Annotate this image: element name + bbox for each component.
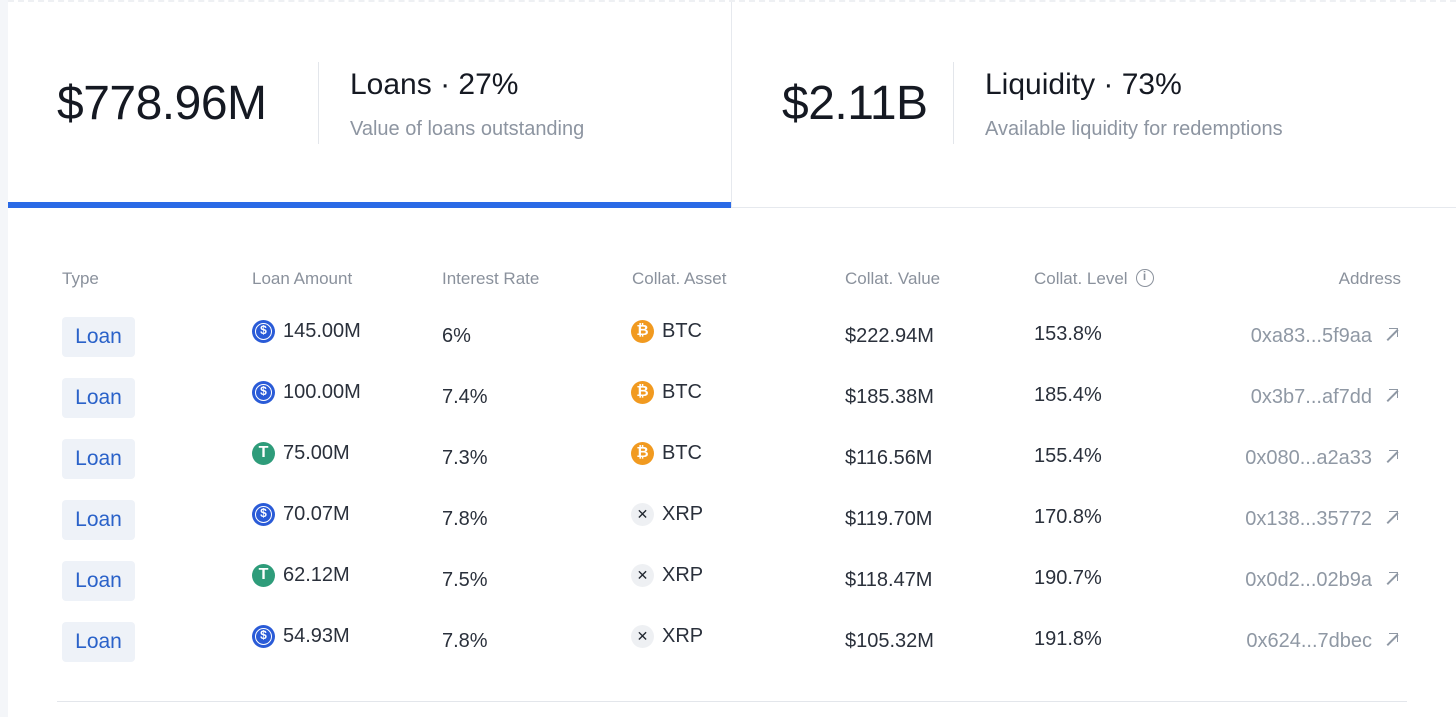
type-badge[interactable]: Loan xyxy=(62,317,135,357)
top-border xyxy=(8,0,1456,2)
type-badge[interactable]: Loan xyxy=(62,439,135,479)
address-link[interactable]: 0x3b7...af7dd xyxy=(1251,386,1398,409)
address-text: 0xa83...5f9aa xyxy=(1250,325,1372,347)
tab-liquidity[interactable]: $2.11B Liquidity · 73% Available liquidi… xyxy=(732,2,1456,208)
external-link-icon[interactable] xyxy=(1384,572,1398,586)
loan-amount: 100.00M xyxy=(283,381,361,403)
btc-icon xyxy=(631,442,654,465)
address-text: 0x080...a2a33 xyxy=(1245,447,1372,469)
address-link[interactable]: 0x138...35772 xyxy=(1245,508,1398,531)
collat-asset: XRP xyxy=(662,625,704,647)
left-gutter xyxy=(0,0,8,717)
usdt-icon xyxy=(252,564,275,587)
collat-level: 155.4% xyxy=(1034,445,1102,467)
col-header-loan-amount[interactable]: Loan Amount xyxy=(252,269,353,288)
collat-asset: BTC xyxy=(662,381,702,403)
interest-rate: 6% xyxy=(442,325,471,347)
address-link[interactable]: 0xa83...5f9aa xyxy=(1251,325,1398,348)
loan-amount: 62.12M xyxy=(283,564,350,586)
type-badge[interactable]: Loan xyxy=(62,500,135,540)
liquidity-title: Liquidity · 73% xyxy=(985,68,1182,101)
address-link[interactable]: 0x624...7dbec xyxy=(1246,630,1398,653)
col-header-collat-value[interactable]: Collat. Value xyxy=(845,269,941,288)
table-row[interactable]: Loan 100.00M 7.4% BTC $185.38M 185.4% 0x3b7...… xyxy=(57,376,1407,437)
tab-loans[interactable]: $778.96M Loans · 27% Value of loans outs… xyxy=(8,2,731,208)
table-row[interactable]: Loan 75.00M 7.3% BTC $116.56M 155.4% 0x080...a… xyxy=(57,437,1407,498)
usdc-icon xyxy=(252,503,275,526)
collat-value: $118.47M xyxy=(845,569,933,591)
collat-level: 185.4% xyxy=(1034,384,1102,406)
collat-asset: XRP xyxy=(662,564,704,586)
table-row[interactable]: Loan 62.12M 7.5% XRP $118.47M 190.7% 0x0d2...0… xyxy=(57,559,1407,620)
table-row[interactable]: Loan 70.07M 7.8% XRP $119.70M 170.8% 0x138...3… xyxy=(57,498,1407,559)
type-badge[interactable]: Loan xyxy=(62,378,135,418)
interest-rate: 7.8% xyxy=(442,630,488,652)
usdc-icon xyxy=(252,320,275,343)
external-link-icon[interactable] xyxy=(1384,511,1398,525)
address-text: 0x0d2...02b9a xyxy=(1245,569,1372,591)
address-text: 0x624...7dbec xyxy=(1246,630,1372,652)
external-link-icon[interactable] xyxy=(1384,633,1398,647)
loans-value: $778.96M xyxy=(57,77,267,130)
interest-rate: 7.4% xyxy=(442,386,488,408)
collat-value: $222.94M xyxy=(845,325,934,347)
table-row[interactable]: Loan 145.00M 6% BTC $222.94M 153.8% 0xa83...5f… xyxy=(57,315,1407,376)
usdc-icon xyxy=(252,625,275,648)
collat-asset: XRP xyxy=(662,503,704,525)
address-link[interactable]: 0x080...a2a33 xyxy=(1245,447,1398,470)
btc-icon xyxy=(631,320,654,343)
collat-level: 170.8% xyxy=(1034,506,1102,528)
loans-title: Loans · 27% xyxy=(350,68,519,101)
collat-level: 190.7% xyxy=(1034,567,1102,589)
usdt-icon xyxy=(252,442,275,465)
collat-value: $105.32M xyxy=(845,630,934,652)
col-header-collat-level[interactable]: Collat. Level xyxy=(1034,269,1154,289)
external-link-icon[interactable] xyxy=(1384,389,1398,403)
xrp-icon xyxy=(631,625,654,648)
xrp-icon xyxy=(631,564,654,587)
xrp-icon xyxy=(631,503,654,526)
table-row[interactable]: Loan 54.93M 7.8% XRP $105.32M 191.8% 0x624...7… xyxy=(57,620,1407,681)
tab-separator xyxy=(731,2,732,208)
loans-table: Type Loan Amount Interest Rate Collat. A… xyxy=(57,252,1407,702)
type-badge[interactable]: Loan xyxy=(62,622,135,662)
collat-level: 191.8% xyxy=(1034,628,1102,650)
collat-value: $185.38M xyxy=(845,386,934,408)
loans-subtitle: Value of loans outstanding xyxy=(350,118,585,140)
address-text: 0x3b7...af7dd xyxy=(1250,386,1372,408)
address-link[interactable]: 0x0d2...02b9a xyxy=(1245,569,1398,592)
active-tab-indicator xyxy=(8,202,731,208)
collat-value: $119.70M xyxy=(845,508,933,530)
collat-asset: BTC xyxy=(662,442,702,464)
stat-divider xyxy=(953,62,954,144)
btc-icon xyxy=(631,381,654,404)
col-header-interest-rate[interactable]: Interest Rate xyxy=(442,269,540,288)
collat-value: $116.56M xyxy=(845,447,933,469)
collat-asset: BTC xyxy=(662,320,702,342)
loan-amount: 75.00M xyxy=(283,442,350,464)
col-header-collat-level-label: Collat. Level xyxy=(1034,269,1128,288)
loan-amount: 145.00M xyxy=(283,320,361,342)
interest-rate: 7.8% xyxy=(442,508,488,530)
interest-rate: 7.5% xyxy=(442,569,488,591)
external-link-icon[interactable] xyxy=(1384,328,1398,342)
interest-rate: 7.3% xyxy=(442,447,488,469)
address-text: 0x138...35772 xyxy=(1245,508,1372,530)
liquidity-value: $2.11B xyxy=(782,77,928,130)
usdc-icon xyxy=(252,381,275,404)
col-header-address[interactable]: Address xyxy=(1338,269,1401,288)
external-link-icon[interactable] xyxy=(1384,450,1398,464)
stat-divider xyxy=(318,62,319,144)
col-header-collat-asset[interactable]: Collat. Asset xyxy=(632,269,727,288)
loan-amount: 54.93M xyxy=(283,625,350,647)
info-icon[interactable] xyxy=(1135,269,1154,287)
col-header-type[interactable]: Type xyxy=(62,269,99,288)
collat-level: 153.8% xyxy=(1034,323,1102,345)
table-divider xyxy=(57,701,1407,702)
type-badge[interactable]: Loan xyxy=(62,561,135,601)
liquidity-subtitle: Available liquidity for redemptions xyxy=(985,118,1283,140)
loan-amount: 70.07M xyxy=(283,503,350,525)
